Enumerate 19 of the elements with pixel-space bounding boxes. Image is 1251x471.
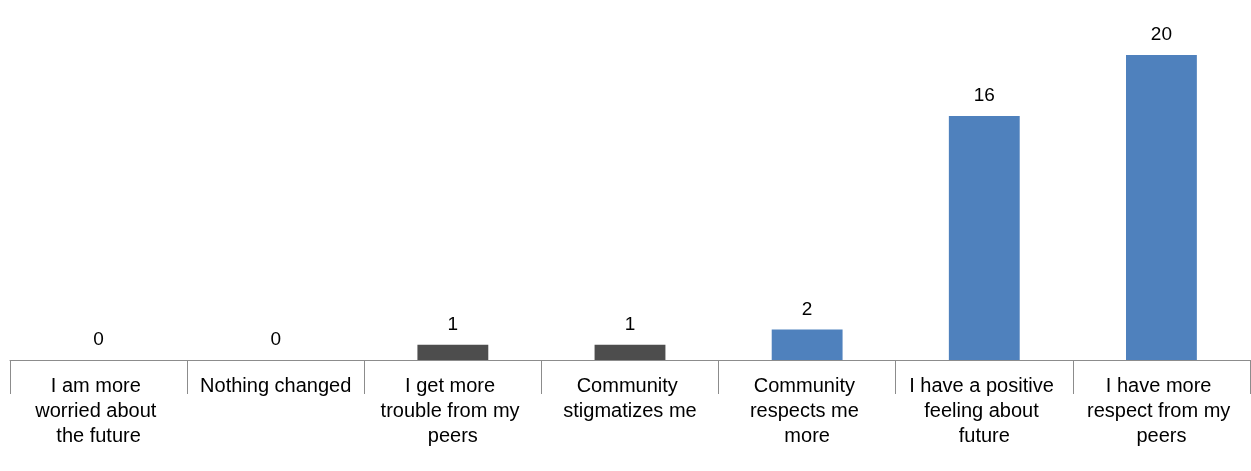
data-label: 0 <box>93 328 104 349</box>
bar <box>594 344 666 360</box>
data-label: 20 <box>1150 23 1172 44</box>
x-tick-label: I have a positive feeling about future <box>909 373 1060 446</box>
data-label: 16 <box>973 84 995 105</box>
x-tick-label: Community stigmatizes me <box>563 373 697 421</box>
x-tick-label: I am more worried about the future <box>34 373 162 446</box>
x-tick-label: I have more respect from my peers <box>1086 373 1236 446</box>
data-label: 1 <box>624 312 636 334</box>
data-label: 2 <box>801 297 813 319</box>
x-tick-label: Nothing changed <box>200 373 352 396</box>
data-label: 1 <box>447 312 459 334</box>
bar <box>417 344 489 360</box>
bar <box>948 116 1020 360</box>
data-label: 0 <box>270 328 281 349</box>
bar <box>771 329 843 360</box>
x-tick-label: I get more trouble from my peers <box>380 373 526 446</box>
x-tick-label: Community respects me more <box>749 373 865 446</box>
bar <box>1126 55 1197 360</box>
